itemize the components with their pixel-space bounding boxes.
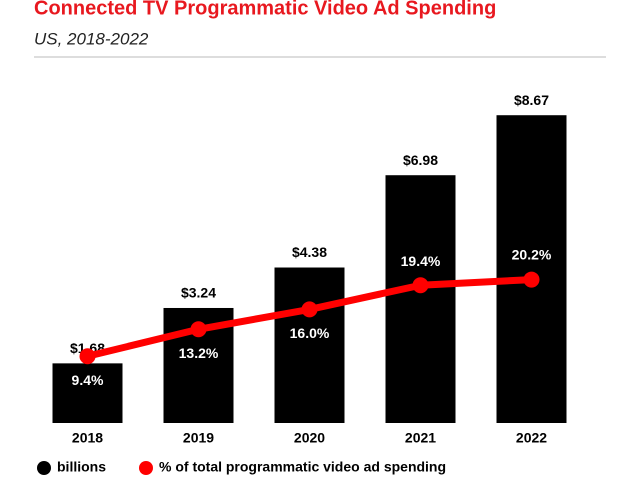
chart-title: Connected TV Programmatic Video Ad Spend…	[34, 0, 496, 19]
bar-value-label: $6.98	[403, 152, 438, 168]
x-tick-label: 2021	[405, 430, 436, 446]
line-point	[523, 271, 540, 288]
bar	[496, 115, 567, 423]
bar	[52, 363, 123, 423]
line-value-label: 9.4%	[72, 372, 104, 388]
bar-value-label: $8.67	[514, 92, 549, 108]
x-tick-label: 2022	[516, 430, 547, 446]
line-value-label: 13.2%	[179, 345, 219, 361]
bar	[385, 175, 456, 423]
line-point	[190, 321, 207, 338]
legend-label: billions	[57, 459, 106, 475]
line-point	[412, 277, 429, 294]
chart-subtitle: US, 2018-2022	[34, 29, 149, 48]
bar	[274, 267, 345, 423]
legend-marker	[37, 461, 51, 475]
legend-marker	[139, 461, 153, 475]
bar-value-label: $3.24	[181, 285, 216, 301]
line-value-label: 19.4%	[401, 253, 441, 269]
x-tick-label: 2019	[183, 430, 214, 446]
line-point	[79, 348, 96, 365]
bar-value-label: $4.38	[292, 244, 327, 260]
line-point	[301, 301, 318, 318]
x-tick-label: 2018	[72, 430, 103, 446]
line-value-label: 20.2%	[512, 246, 552, 262]
line-value-label: 16.0%	[290, 325, 330, 341]
x-tick-label: 2020	[294, 430, 325, 446]
legend-label: % of total programmatic video ad spendin…	[159, 459, 446, 475]
